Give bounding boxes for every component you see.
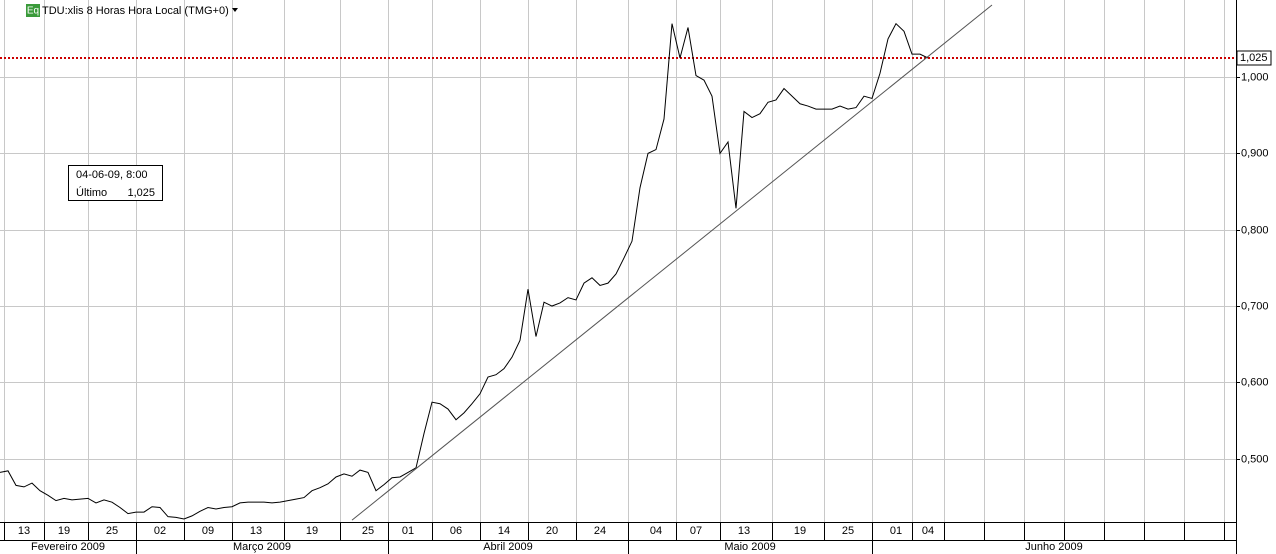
month-label: Maio 2009 (724, 541, 775, 553)
x-tick-label: 01 (402, 525, 414, 537)
x-tick-label: 07 (690, 525, 702, 537)
y-tick-label: 0,700 (1241, 300, 1269, 312)
x-tick-label: 09 (202, 525, 214, 537)
x-tick-label: 04 (922, 525, 934, 537)
y-tick-label: 0,900 (1241, 147, 1269, 159)
x-tick-label: 24 (594, 525, 606, 537)
price-line (0, 22, 929, 520)
x-tick-label: 13 (250, 525, 262, 537)
x-tick-label: 25 (842, 525, 854, 537)
y-tick-label: 0,500 (1241, 453, 1269, 465)
x-tick-label: 01 (890, 525, 902, 537)
month-label: Fevereiro 2009 (31, 541, 105, 553)
x-tick-label: 13 (738, 525, 750, 537)
last-price-label: 1,025 (1240, 52, 1268, 64)
info-label: Último (76, 186, 107, 199)
x-tick-label: 06 (450, 525, 462, 537)
x-tick-label: 19 (794, 525, 806, 537)
x-tick-label: 13 (18, 525, 30, 537)
info-box (68, 165, 163, 201)
last-price-box (1236, 50, 1272, 66)
month-label: Junho 2009 (1025, 541, 1083, 553)
info-date: 04-06-09, 8:00 (76, 169, 148, 181)
month-label: Março 2009 (233, 541, 291, 553)
y-tick-label: 1,000 (1241, 71, 1269, 83)
trendline (351, 4, 993, 521)
header-icon-box[interactable] (26, 4, 40, 17)
header-icon[interactable]: Eq (27, 6, 39, 17)
month-label: Abril 2009 (483, 541, 533, 553)
grid (0, 0, 1236, 522)
y-tick-label: 0,800 (1241, 224, 1269, 236)
x-tick-label: 19 (306, 525, 318, 537)
x-tick-label: 20 (546, 525, 558, 537)
y-tick-label: 0,600 (1241, 376, 1269, 388)
x-tick-label: 19 (58, 525, 70, 537)
x-tick-label: 25 (106, 525, 118, 537)
x-tick-label: 02 (154, 525, 166, 537)
header-title[interactable]: TDU:xlis 8 Horas Hora Local (TMG+0) (42, 5, 229, 17)
info-value: 1,025 (127, 187, 155, 199)
x-tick-label: 14 (498, 525, 510, 537)
x-tick-label: 04 (650, 525, 662, 537)
x-tick-label: 25 (362, 525, 374, 537)
marks (0, 4, 1236, 521)
dropdown-arrow[interactable] (232, 8, 238, 12)
